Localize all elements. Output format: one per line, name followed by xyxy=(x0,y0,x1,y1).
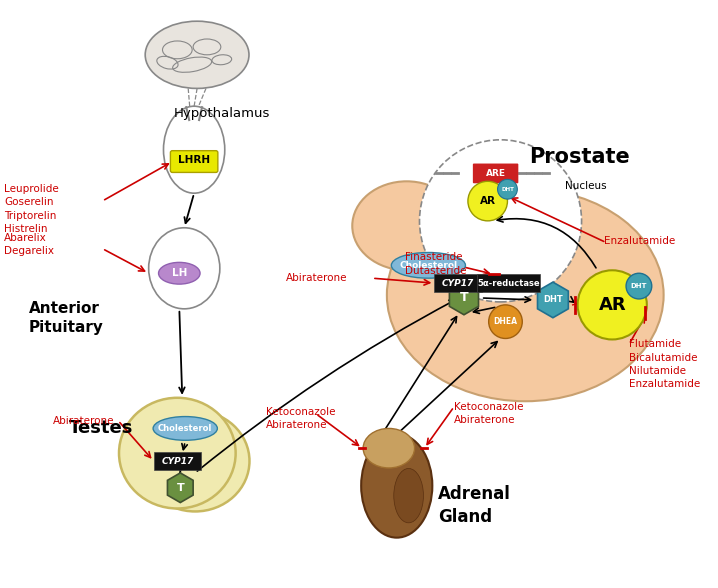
Ellipse shape xyxy=(363,429,414,468)
Text: AR: AR xyxy=(598,296,626,314)
Text: Flutamide
Bicalutamide
Nilutamide
Enzalutamide: Flutamide Bicalutamide Nilutamide Enzalu… xyxy=(629,339,700,389)
Ellipse shape xyxy=(353,181,461,270)
FancyBboxPatch shape xyxy=(473,163,518,183)
FancyBboxPatch shape xyxy=(434,274,482,292)
Text: ARE: ARE xyxy=(485,169,505,178)
Text: DHT: DHT xyxy=(543,295,563,305)
Text: CYP17: CYP17 xyxy=(162,456,193,466)
Text: LH: LH xyxy=(172,268,187,278)
Text: Finasteride
Dutasteride: Finasteride Dutasteride xyxy=(405,252,466,276)
Polygon shape xyxy=(538,282,569,318)
Text: T: T xyxy=(460,292,468,305)
Text: Abiraterone: Abiraterone xyxy=(286,273,348,283)
Ellipse shape xyxy=(159,262,200,284)
Text: Ketoconazole
Abiraterone: Ketoconazole Abiraterone xyxy=(454,402,523,425)
Ellipse shape xyxy=(387,189,663,401)
Text: Nucleus: Nucleus xyxy=(565,181,607,191)
Polygon shape xyxy=(449,281,478,315)
Text: Enzalutamide: Enzalutamide xyxy=(605,236,676,246)
Text: Adrenal
Gland: Adrenal Gland xyxy=(438,486,511,526)
Circle shape xyxy=(577,270,647,339)
Text: 5α-reductase: 5α-reductase xyxy=(477,279,540,288)
Ellipse shape xyxy=(391,252,465,278)
Text: DHT: DHT xyxy=(630,283,647,289)
Text: Abarelix
Degarelix: Abarelix Degarelix xyxy=(4,233,55,256)
Text: Cholesterol: Cholesterol xyxy=(399,261,457,270)
Text: DHT: DHT xyxy=(501,187,514,192)
Text: Hypothalamus: Hypothalamus xyxy=(174,107,270,120)
Ellipse shape xyxy=(361,434,432,537)
Circle shape xyxy=(419,140,582,302)
Text: T: T xyxy=(177,483,184,493)
FancyBboxPatch shape xyxy=(170,151,218,172)
Circle shape xyxy=(489,305,522,339)
Ellipse shape xyxy=(119,398,236,509)
Text: DHEA: DHEA xyxy=(493,317,518,326)
FancyBboxPatch shape xyxy=(477,274,540,292)
Text: AR: AR xyxy=(480,196,495,206)
Ellipse shape xyxy=(149,228,220,309)
Ellipse shape xyxy=(141,410,249,512)
Text: Anterior
Pituitary: Anterior Pituitary xyxy=(29,301,104,335)
Text: Ketoconazole
Abiraterone: Ketoconazole Abiraterone xyxy=(266,407,336,430)
Ellipse shape xyxy=(164,106,225,193)
Ellipse shape xyxy=(153,416,218,440)
Text: CYP17: CYP17 xyxy=(442,279,474,288)
Text: Testes: Testes xyxy=(69,419,133,437)
Circle shape xyxy=(626,273,652,299)
Text: Prostate: Prostate xyxy=(529,146,630,166)
Circle shape xyxy=(468,181,508,221)
Circle shape xyxy=(498,179,518,199)
Text: Cholesterol: Cholesterol xyxy=(158,424,213,433)
Ellipse shape xyxy=(393,469,424,523)
Text: LHRH: LHRH xyxy=(178,155,210,165)
Ellipse shape xyxy=(145,21,249,88)
Polygon shape xyxy=(167,473,193,503)
FancyBboxPatch shape xyxy=(154,452,201,470)
Text: Abiraterone: Abiraterone xyxy=(53,416,114,426)
Text: Leuprolide
Goserelin
Triptorelin
Histrelin: Leuprolide Goserelin Triptorelin Histrel… xyxy=(4,184,59,234)
